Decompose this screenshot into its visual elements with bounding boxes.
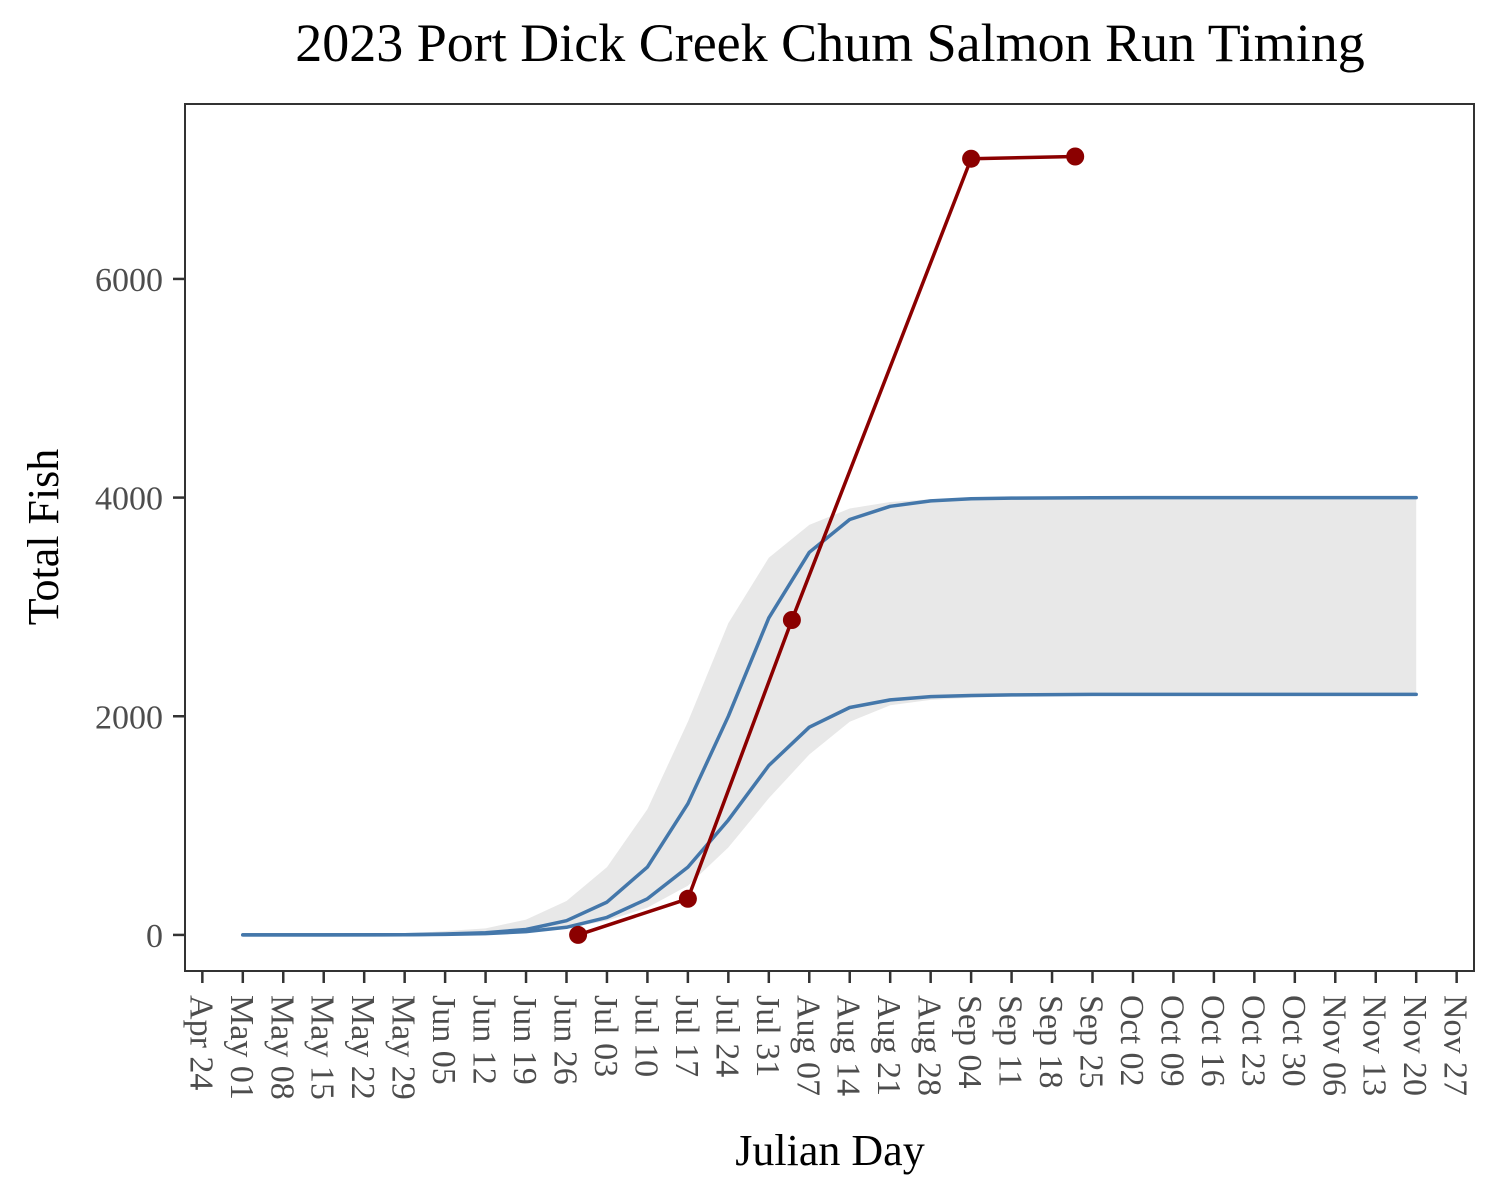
x-tick-label: Aug 14	[830, 995, 867, 1096]
x-tick-label: Sep 04	[951, 995, 988, 1089]
x-tick-label: Jul 03	[587, 995, 624, 1077]
x-tick-label: Nov 20	[1396, 995, 1433, 1096]
x-tick-label: Sep 11	[992, 995, 1029, 1087]
x-tick-label: Oct 23	[1234, 995, 1271, 1087]
x-tick-label: Jun 05	[425, 995, 462, 1085]
x-tick-label: May 29	[385, 995, 422, 1100]
x-tick-label: Oct 30	[1275, 995, 1312, 1087]
x-tick-label: Jul 10	[627, 995, 664, 1077]
x-tick-label: May 15	[304, 995, 341, 1100]
x-tick-label: Aug 07	[789, 995, 826, 1096]
y-axis: 0 2000 4000 6000	[95, 262, 185, 955]
y-axis-title: Total Fish	[19, 449, 68, 626]
y-tick-label: 4000	[95, 481, 163, 518]
data-point-4	[962, 149, 981, 168]
data-point-1	[569, 925, 588, 944]
chart-title: 2023 Port Dick Creek Chum Salmon Run Tim…	[295, 13, 1365, 73]
data-point-2	[678, 889, 697, 908]
x-tick-label: Jul 31	[749, 995, 786, 1077]
x-tick-label: Jul 24	[708, 995, 745, 1077]
x-tick-label: Nov 27	[1437, 995, 1474, 1096]
x-tick-label: Apr 24	[182, 995, 219, 1090]
x-tick-label: Jun 12	[466, 995, 503, 1085]
series-line-2	[241, 692, 1418, 937]
x-axis-title: Julian Day	[735, 1126, 924, 1175]
x-tick-label: Aug 28	[911, 995, 948, 1096]
x-tick-label: Sep 25	[1073, 995, 1110, 1089]
x-tick-label: Jun 26	[547, 995, 584, 1085]
x-tick-label: May 22	[344, 995, 381, 1100]
x-tick-label: Jul 17	[668, 995, 705, 1077]
y-tick-label: 0	[146, 918, 163, 955]
x-axis: Apr 24 May 01 May 08 May 15 May 22 May 29 Jun …	[182, 971, 1474, 1100]
y-tick-label: 2000	[95, 699, 163, 736]
marker-layer	[569, 147, 1085, 944]
x-tick-label: Oct 09	[1153, 995, 1190, 1087]
data-point-3	[782, 611, 801, 629]
x-tick-label: Oct 16	[1194, 995, 1231, 1087]
x-tick-label: Aug 21	[870, 995, 907, 1096]
x-tick-label: Jun 19	[506, 995, 543, 1085]
x-tick-label: Oct 02	[1113, 995, 1150, 1087]
x-tick-label: Sep 18	[1032, 995, 1069, 1089]
x-tick-label: Nov 06	[1315, 995, 1352, 1096]
x-tick-label: May 08	[263, 995, 300, 1100]
y-tick-label: 6000	[95, 262, 163, 299]
x-tick-label: Nov 13	[1356, 995, 1393, 1096]
x-tick-label: May 01	[223, 995, 260, 1100]
data-point-5	[1066, 147, 1085, 166]
